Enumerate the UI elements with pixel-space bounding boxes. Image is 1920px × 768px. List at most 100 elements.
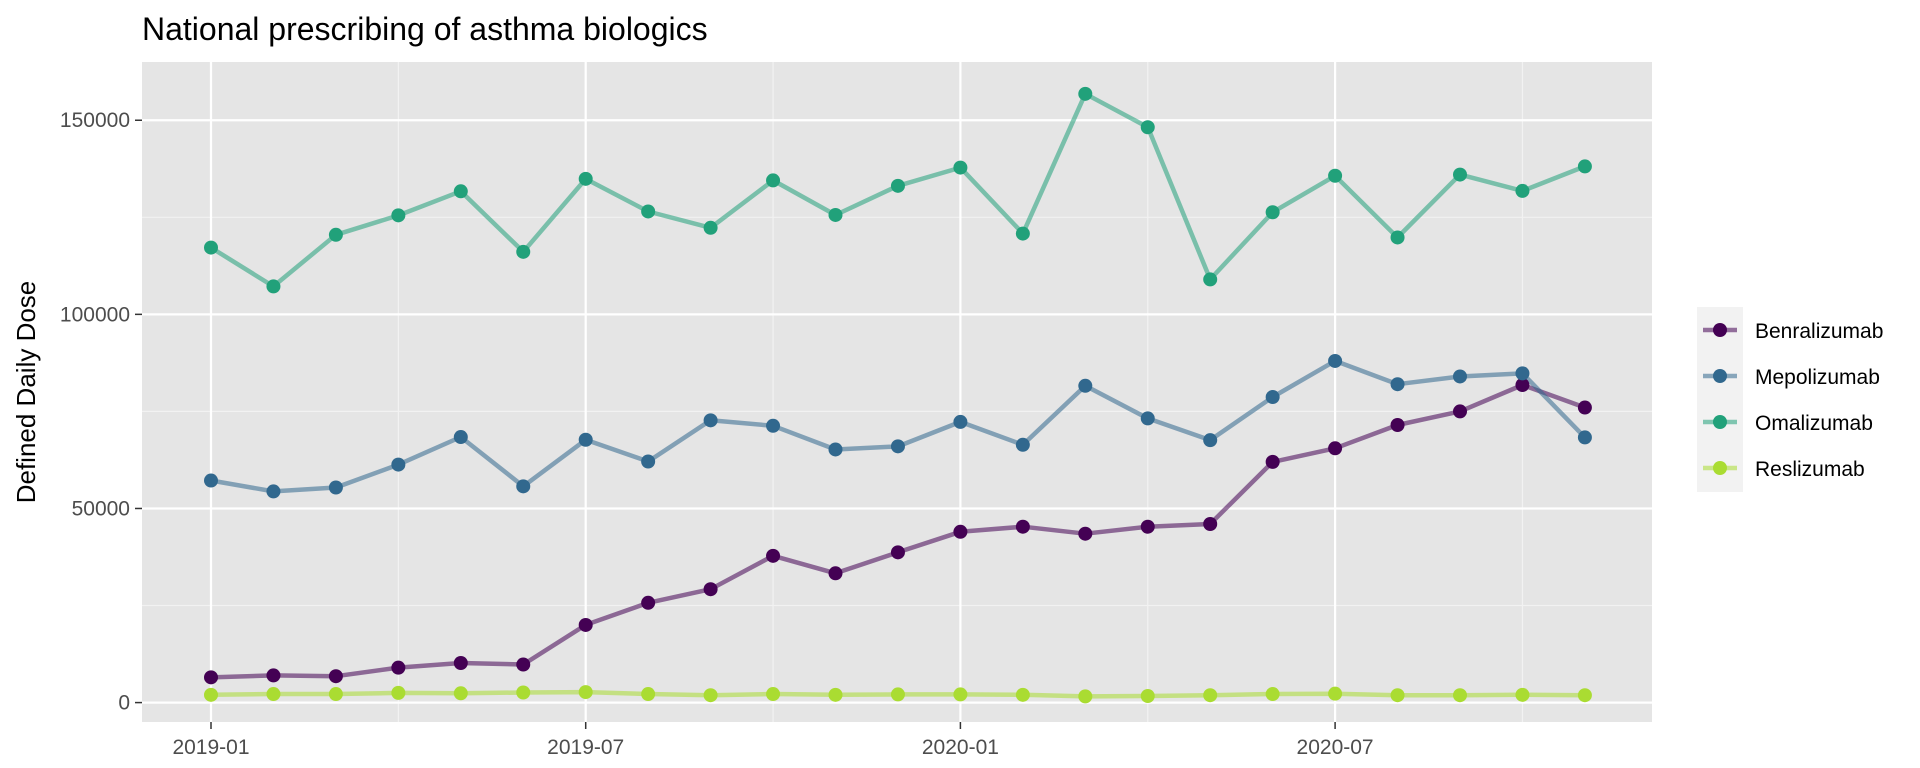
data-point-mepolizumab <box>641 454 656 469</box>
y-tick-label: 100000 <box>60 303 130 326</box>
y-axis: 0 50000 100000 150000 <box>60 109 142 715</box>
x-tick-label: 2020-01 <box>922 736 999 759</box>
data-point-omalizumab <box>453 184 468 199</box>
data-point-reslizumab <box>453 686 468 701</box>
data-point-reslizumab <box>766 687 781 702</box>
data-point-benralizumab <box>1390 418 1405 432</box>
x-tick-label: 2019-07 <box>547 736 624 759</box>
data-point-reslizumab <box>641 687 656 702</box>
data-point-mepolizumab <box>1328 353 1343 368</box>
data-point-reslizumab <box>953 687 968 702</box>
data-point-benralizumab <box>1265 454 1280 469</box>
data-point-mepolizumab <box>1015 437 1030 452</box>
data-point-reslizumab <box>1140 688 1155 703</box>
legend-label-benralizumab: Benralizumab <box>1755 320 1883 343</box>
data-point-mepolizumab <box>1078 378 1093 393</box>
data-point-benralizumab <box>1515 378 1530 393</box>
data-point-mepolizumab <box>266 484 281 499</box>
data-point-reslizumab <box>516 685 531 700</box>
data-point-mepolizumab <box>1140 411 1155 426</box>
data-point-omalizumab <box>953 160 968 175</box>
y-axis-label: Defined Daily Dose <box>11 281 41 504</box>
data-point-benralizumab <box>578 617 593 632</box>
data-point-mepolizumab <box>391 457 406 472</box>
data-point-benralizumab <box>953 524 968 539</box>
data-point-mepolizumab <box>890 439 905 454</box>
legend-label-omalizumab: Omalizumab <box>1755 412 1873 435</box>
data-point-benralizumab <box>1577 400 1592 415</box>
data-point-benralizumab <box>766 548 781 563</box>
data-point-omalizumab <box>516 244 531 259</box>
data-point-benralizumab <box>1203 517 1218 531</box>
data-point-mepolizumab <box>204 473 218 488</box>
data-point-mepolizumab <box>1203 433 1218 448</box>
data-point-reslizumab <box>391 685 406 700</box>
data-point-reslizumab <box>1577 688 1592 703</box>
legend-marker-mepolizumab <box>1713 369 1727 383</box>
data-point-mepolizumab <box>516 479 531 494</box>
data-point-benralizumab <box>703 582 718 597</box>
data-point-mepolizumab <box>1577 430 1592 445</box>
data-point-omalizumab <box>1453 167 1467 182</box>
data-point-omalizumab <box>1078 86 1093 101</box>
data-point-omalizumab <box>641 204 656 219</box>
data-point-omalizumab <box>204 240 218 255</box>
data-point-benralizumab <box>1015 519 1030 534</box>
data-point-omalizumab <box>1390 230 1405 245</box>
data-point-mepolizumab <box>953 414 968 429</box>
data-point-reslizumab <box>1390 688 1405 703</box>
legend-label-reslizumab: Reslizumab <box>1755 458 1865 481</box>
data-point-omalizumab <box>1265 205 1280 220</box>
legend-marker-reslizumab <box>1713 461 1727 475</box>
data-point-benralizumab <box>1140 519 1155 534</box>
data-point-omalizumab <box>1015 226 1030 241</box>
data-point-reslizumab <box>1328 686 1343 701</box>
data-point-reslizumab <box>890 687 905 702</box>
legend-label-mepolizumab: Mepolizumab <box>1755 366 1880 389</box>
data-point-mepolizumab <box>1265 390 1280 405</box>
data-point-mepolizumab <box>766 418 781 433</box>
legend-marker-benralizumab <box>1713 323 1727 337</box>
data-point-benralizumab <box>516 657 531 672</box>
data-point-omalizumab <box>1203 272 1218 287</box>
data-point-reslizumab <box>1203 688 1218 703</box>
data-point-mepolizumab <box>1515 366 1530 381</box>
data-point-benralizumab <box>1078 526 1093 541</box>
data-point-omalizumab <box>766 173 781 188</box>
x-tick-label: 2019-01 <box>172 736 249 759</box>
data-point-omalizumab <box>1515 183 1530 198</box>
legend: Benralizumab Mepolizumab Omalizumab Reslizu… <box>1697 307 1883 492</box>
data-point-reslizumab <box>1265 687 1280 702</box>
data-point-omalizumab <box>266 279 281 294</box>
data-point-reslizumab <box>328 687 343 702</box>
data-point-benralizumab <box>328 669 343 684</box>
data-point-benralizumab <box>1453 404 1467 419</box>
data-point-omalizumab <box>328 227 343 242</box>
data-point-reslizumab <box>828 687 843 702</box>
data-point-mepolizumab <box>1453 369 1467 384</box>
data-point-reslizumab <box>1015 687 1030 702</box>
data-point-omalizumab <box>578 171 593 186</box>
data-point-reslizumab <box>204 687 218 702</box>
x-tick-label: 2020-07 <box>1297 736 1374 759</box>
data-point-reslizumab <box>578 685 593 700</box>
data-point-mepolizumab <box>328 480 343 495</box>
data-point-reslizumab <box>1078 689 1093 704</box>
y-tick-label: 50000 <box>72 497 130 520</box>
data-point-reslizumab <box>266 687 281 702</box>
data-point-benralizumab <box>453 655 468 670</box>
data-point-omalizumab <box>890 178 905 193</box>
data-point-mepolizumab <box>453 430 468 445</box>
plot-panel <box>142 62 1652 722</box>
data-point-omalizumab <box>391 208 406 223</box>
data-point-mepolizumab <box>578 432 593 447</box>
data-point-reslizumab <box>1515 687 1530 702</box>
chart-title: National prescribing of asthma biologics <box>142 11 708 47</box>
data-point-mepolizumab <box>703 413 718 428</box>
y-tick-label: 150000 <box>60 109 130 132</box>
data-point-omalizumab <box>828 207 843 222</box>
data-point-benralizumab <box>828 566 843 581</box>
data-point-reslizumab <box>703 688 718 703</box>
data-point-benralizumab <box>890 545 905 560</box>
